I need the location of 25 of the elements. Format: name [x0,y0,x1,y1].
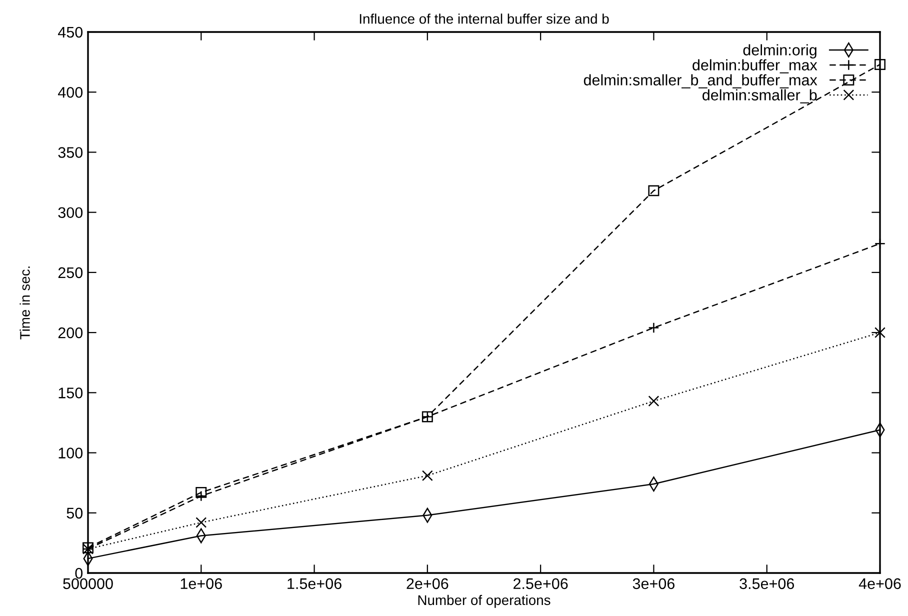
x-tick-label: 1e+06 [180,578,222,590]
legend-label: delmin:buffer_max [692,59,818,74]
y-tick-label: 250 [58,267,83,278]
y-tick-label: 350 [58,147,83,158]
y-tick-label: 400 [58,86,83,98]
x-tick-label: 2.5e+06 [514,578,568,590]
y-tick-label: 100 [58,448,83,458]
y-tick-label: 150 [58,388,83,398]
legend-label: delmin:orig [743,44,816,58]
legend-label: delmin:smaller_b [702,89,817,104]
y-tick-label: 50 [66,508,83,519]
legend-label: delmin:smaller_b_and_buffer_max [584,74,818,88]
y-tick-label: 300 [58,207,83,218]
y-axis-title: Time in sec. [20,266,30,340]
x-tick-label: 3.5e+06 [740,578,794,590]
x-tick-label: 1.5e+06 [288,578,342,590]
y-tick-label: 0 [75,568,83,579]
x-tick-label: 500000 [63,578,113,590]
x-tick-label: 3e+06 [632,578,674,590]
y-tick-label: 200 [58,327,83,338]
x-tick-label: 4e+06 [858,578,901,590]
x-tick-label: 2e+06 [406,578,448,590]
x-axis-title: Number of operations [418,594,550,608]
chart-title: Influence of the internal buffer size and b [360,14,609,24]
y-tick-label: 450 [58,26,83,38]
